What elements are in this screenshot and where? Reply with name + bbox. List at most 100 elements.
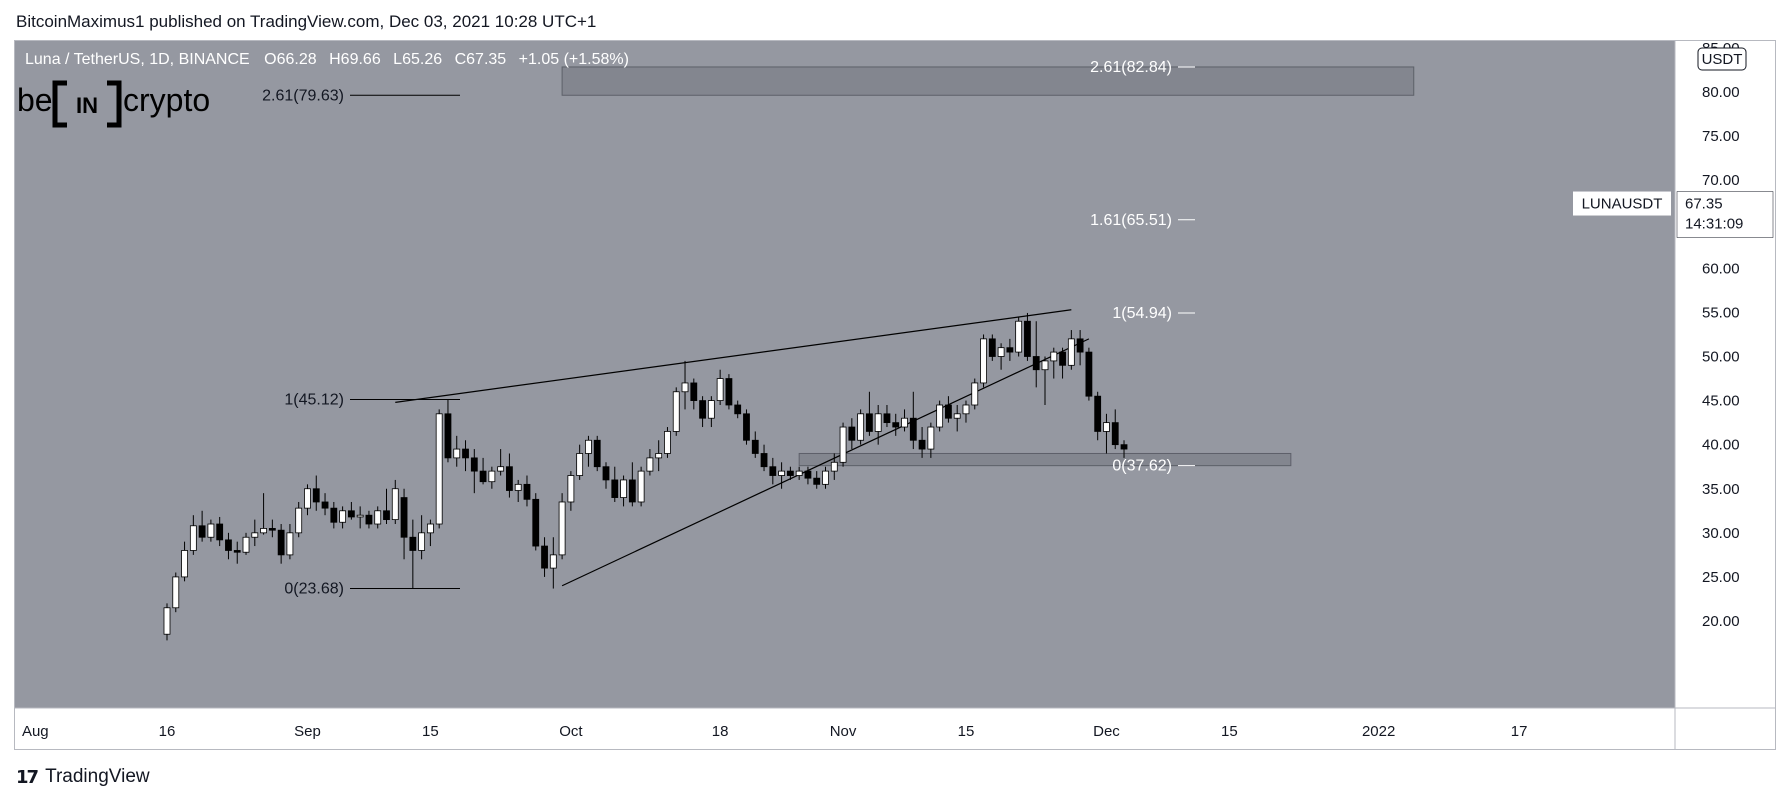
- candlestick-chart[interactable]: 2.61(79.63) 1(45.12) 0(23.68) 2.61(82.84) 1.…: [15, 41, 1775, 749]
- candle[interactable]: [251, 519, 259, 547]
- candle[interactable]: [602, 462, 610, 489]
- candle[interactable]: [664, 427, 671, 458]
- candle[interactable]: [883, 404, 891, 428]
- candle[interactable]: [453, 435, 461, 467]
- candle[interactable]: [1094, 391, 1102, 441]
- candle[interactable]: [988, 334, 996, 361]
- candle[interactable]: [558, 493, 566, 560]
- candle[interactable]: [681, 360, 689, 410]
- candle[interactable]: [435, 409, 443, 529]
- candle[interactable]: [1041, 356, 1049, 405]
- candle[interactable]: [400, 488, 408, 560]
- candle[interactable]: [927, 422, 935, 458]
- price-axis[interactable]: [1675, 41, 1775, 708]
- candle[interactable]: [277, 524, 285, 564]
- candle[interactable]: [971, 378, 979, 410]
- candle[interactable]: [611, 466, 619, 502]
- candle[interactable]: [716, 369, 724, 405]
- candle[interactable]: [207, 519, 215, 542]
- candle[interactable]: [1024, 312, 1031, 361]
- candle[interactable]: [734, 400, 742, 419]
- candle[interactable]: [1085, 347, 1093, 401]
- candle[interactable]: [1067, 330, 1075, 370]
- candle[interactable]: [857, 409, 865, 445]
- currency-badge[interactable]: USDT: [1697, 47, 1747, 71]
- candle[interactable]: [532, 493, 540, 551]
- candle[interactable]: [347, 501, 355, 520]
- candle[interactable]: [655, 440, 663, 472]
- candle[interactable]: [488, 466, 496, 489]
- candle[interactable]: [751, 431, 759, 458]
- candle[interactable]: [918, 427, 926, 458]
- candle[interactable]: [646, 449, 654, 476]
- candle[interactable]: [549, 537, 557, 589]
- candle[interactable]: [760, 444, 768, 472]
- candle[interactable]: [295, 501, 303, 538]
- candle[interactable]: [268, 519, 276, 538]
- candle[interactable]: [242, 532, 250, 555]
- candle[interactable]: [462, 440, 469, 472]
- candle[interactable]: [848, 418, 856, 450]
- candle[interactable]: [901, 409, 908, 432]
- candle[interactable]: [198, 510, 206, 542]
- candle[interactable]: [479, 457, 487, 485]
- candle[interactable]: [725, 374, 733, 410]
- candle[interactable]: [391, 479, 399, 525]
- candle[interactable]: [839, 422, 847, 467]
- candle[interactable]: [216, 516, 224, 547]
- candle[interactable]: [585, 435, 592, 467]
- candle[interactable]: [444, 399, 452, 463]
- candle[interactable]: [233, 541, 241, 564]
- candle[interactable]: [620, 475, 627, 507]
- candle[interactable]: [953, 404, 961, 432]
- candle[interactable]: [567, 471, 575, 511]
- candle[interactable]: [172, 572, 180, 613]
- candle[interactable]: [892, 413, 900, 436]
- candle[interactable]: [980, 334, 987, 388]
- candle[interactable]: [506, 453, 513, 498]
- candle[interactable]: [1050, 347, 1058, 379]
- candle[interactable]: [497, 449, 505, 476]
- time-axis[interactable]: [15, 708, 1775, 749]
- candle[interactable]: [962, 400, 970, 423]
- candle[interactable]: [830, 453, 838, 480]
- candle[interactable]: [541, 537, 548, 577]
- candle[interactable]: [909, 391, 917, 450]
- candle[interactable]: [418, 515, 426, 560]
- candle[interactable]: [1076, 330, 1084, 366]
- candle[interactable]: [997, 343, 1005, 370]
- candle[interactable]: [1032, 321, 1040, 388]
- candle[interactable]: [945, 396, 952, 423]
- candle[interactable]: [786, 466, 794, 480]
- candle[interactable]: [225, 532, 232, 560]
- currency-badge-box[interactable]: [1697, 47, 1747, 71]
- candle[interactable]: [1015, 316, 1023, 357]
- candle[interactable]: [189, 515, 197, 555]
- candle[interactable]: [365, 510, 373, 529]
- candle[interactable]: [637, 466, 645, 507]
- candle[interactable]: [330, 501, 338, 529]
- candle[interactable]: [1103, 413, 1110, 454]
- candle[interactable]: [936, 400, 944, 432]
- candle[interactable]: [1111, 409, 1119, 450]
- candle[interactable]: [804, 466, 812, 485]
- candle[interactable]: [699, 396, 706, 428]
- candle[interactable]: [163, 603, 171, 641]
- candle[interactable]: [181, 541, 188, 582]
- candle[interactable]: [304, 484, 311, 516]
- candle[interactable]: [874, 404, 882, 445]
- candle[interactable]: [1120, 440, 1128, 458]
- candle[interactable]: [286, 524, 294, 560]
- plot-area[interactable]: [15, 41, 1675, 708]
- candle[interactable]: [260, 493, 267, 535]
- candle[interactable]: [778, 462, 785, 489]
- candle[interactable]: [593, 435, 601, 472]
- candle[interactable]: [356, 506, 364, 529]
- candle[interactable]: [795, 466, 803, 480]
- candle[interactable]: [374, 506, 382, 529]
- candle[interactable]: [866, 391, 873, 436]
- candle[interactable]: [514, 479, 522, 502]
- candle[interactable]: [813, 471, 821, 489]
- candle[interactable]: [409, 519, 417, 589]
- candle[interactable]: [769, 457, 777, 485]
